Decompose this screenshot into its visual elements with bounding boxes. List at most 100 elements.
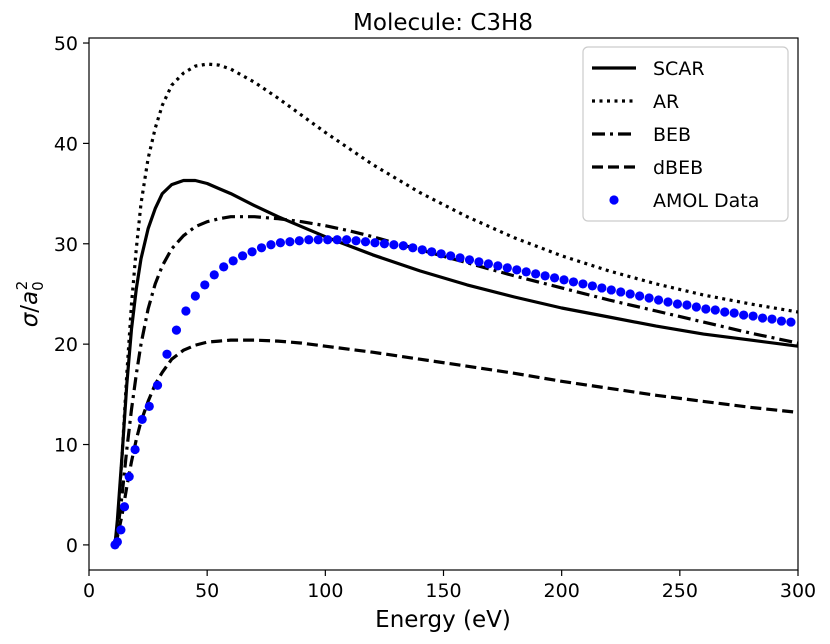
y-axis: 0 10 20 30 40 50 <box>54 33 89 557</box>
data-point <box>171 325 182 335</box>
data-point <box>152 380 163 390</box>
data-point <box>549 273 560 283</box>
data-point <box>294 236 304 246</box>
data-point <box>540 271 550 281</box>
x-tick-label: 200 <box>544 580 580 602</box>
legend-item-dbeb: dBEB <box>592 157 703 179</box>
data-point <box>512 265 522 275</box>
data-point <box>776 316 787 326</box>
y-tick-label: 10 <box>54 435 78 457</box>
data-point <box>228 256 238 266</box>
data-point <box>748 311 758 321</box>
data-point <box>502 263 512 273</box>
data-point <box>398 241 408 251</box>
data-point <box>757 313 768 323</box>
legend-item-beb: BEB <box>592 124 691 146</box>
legend-marker <box>609 195 619 205</box>
legend-item-scar: SCAR <box>592 58 705 80</box>
data-point <box>635 291 645 301</box>
data-point <box>729 308 739 318</box>
y-tick-label: 40 <box>54 133 78 155</box>
data-point <box>190 291 200 301</box>
data-point <box>238 251 248 261</box>
data-point <box>710 305 720 315</box>
x-tick-label: 100 <box>307 580 343 602</box>
data-point <box>209 270 219 280</box>
data-point <box>701 304 711 314</box>
y-tick-label: 50 <box>54 33 78 55</box>
data-point <box>521 267 531 277</box>
data-point <box>644 293 654 303</box>
data-point <box>247 247 257 257</box>
data-point <box>332 235 342 245</box>
legend-item-ar: AR <box>592 91 679 113</box>
data-point <box>119 502 130 512</box>
data-point <box>360 237 371 247</box>
data-point <box>474 257 484 267</box>
data-point <box>304 235 314 245</box>
data-point <box>285 237 295 247</box>
series-layer <box>110 62 798 550</box>
x-tick-label: 50 <box>195 580 219 602</box>
x-tick-label: 300 <box>780 580 816 602</box>
data-point <box>663 297 673 307</box>
data-point <box>144 401 154 411</box>
data-point <box>351 236 361 246</box>
series-line-scar <box>113 178 798 546</box>
data-point <box>323 235 333 245</box>
data-point <box>162 349 172 359</box>
data-point <box>597 283 607 293</box>
data-point <box>493 261 503 271</box>
x-tick-label: 150 <box>425 580 461 602</box>
data-point <box>739 310 749 320</box>
y-tick-label: 0 <box>66 535 78 557</box>
data-point <box>389 240 399 250</box>
data-point <box>786 317 796 327</box>
y-tick-label: 20 <box>54 334 78 356</box>
data-point <box>313 235 323 245</box>
data-point <box>130 444 140 455</box>
data-point <box>124 472 134 482</box>
data-point <box>266 240 276 250</box>
data-point <box>559 275 569 285</box>
legend-item-amol-data: AMOL Data <box>609 190 759 212</box>
data-point <box>531 269 541 279</box>
x-tick-label: 250 <box>662 580 698 602</box>
data-point <box>445 251 456 261</box>
data-point <box>408 243 418 253</box>
data-point <box>137 414 147 425</box>
data-point <box>568 277 579 287</box>
data-point <box>219 262 229 272</box>
data-point <box>256 243 267 253</box>
data-point <box>436 249 446 259</box>
legend-label: dBEB <box>653 157 703 179</box>
x-axis: 0 50 100 150 200 250 300 <box>83 570 816 602</box>
data-point <box>427 247 437 257</box>
series-line-ar <box>113 62 798 546</box>
chart-title: Molecule: C3H8 <box>353 10 533 36</box>
data-point <box>455 253 465 263</box>
data-point <box>578 279 588 289</box>
svg-text:σ/a02: σ/a02 <box>13 281 47 328</box>
series-line-beb <box>113 215 798 546</box>
data-point <box>587 281 597 291</box>
data-point <box>653 295 664 305</box>
data-point <box>616 287 626 297</box>
data-point <box>200 280 210 290</box>
x-tick-label: 0 <box>83 580 95 602</box>
x-axis-title: Energy (eV) <box>375 607 511 633</box>
data-point <box>342 235 352 245</box>
data-point <box>720 307 730 317</box>
data-point <box>672 299 683 309</box>
legend-label: SCAR <box>653 58 705 80</box>
series-line-dbeb <box>113 338 798 546</box>
data-point <box>625 289 635 299</box>
data-point <box>275 238 286 248</box>
data-point <box>112 537 122 547</box>
legend-label: BEB <box>653 124 691 146</box>
legend-label: AMOL Data <box>653 190 759 212</box>
data-point <box>691 302 701 312</box>
data-point <box>767 314 777 324</box>
data-point <box>417 245 427 255</box>
y-tick-label: 30 <box>54 234 78 256</box>
